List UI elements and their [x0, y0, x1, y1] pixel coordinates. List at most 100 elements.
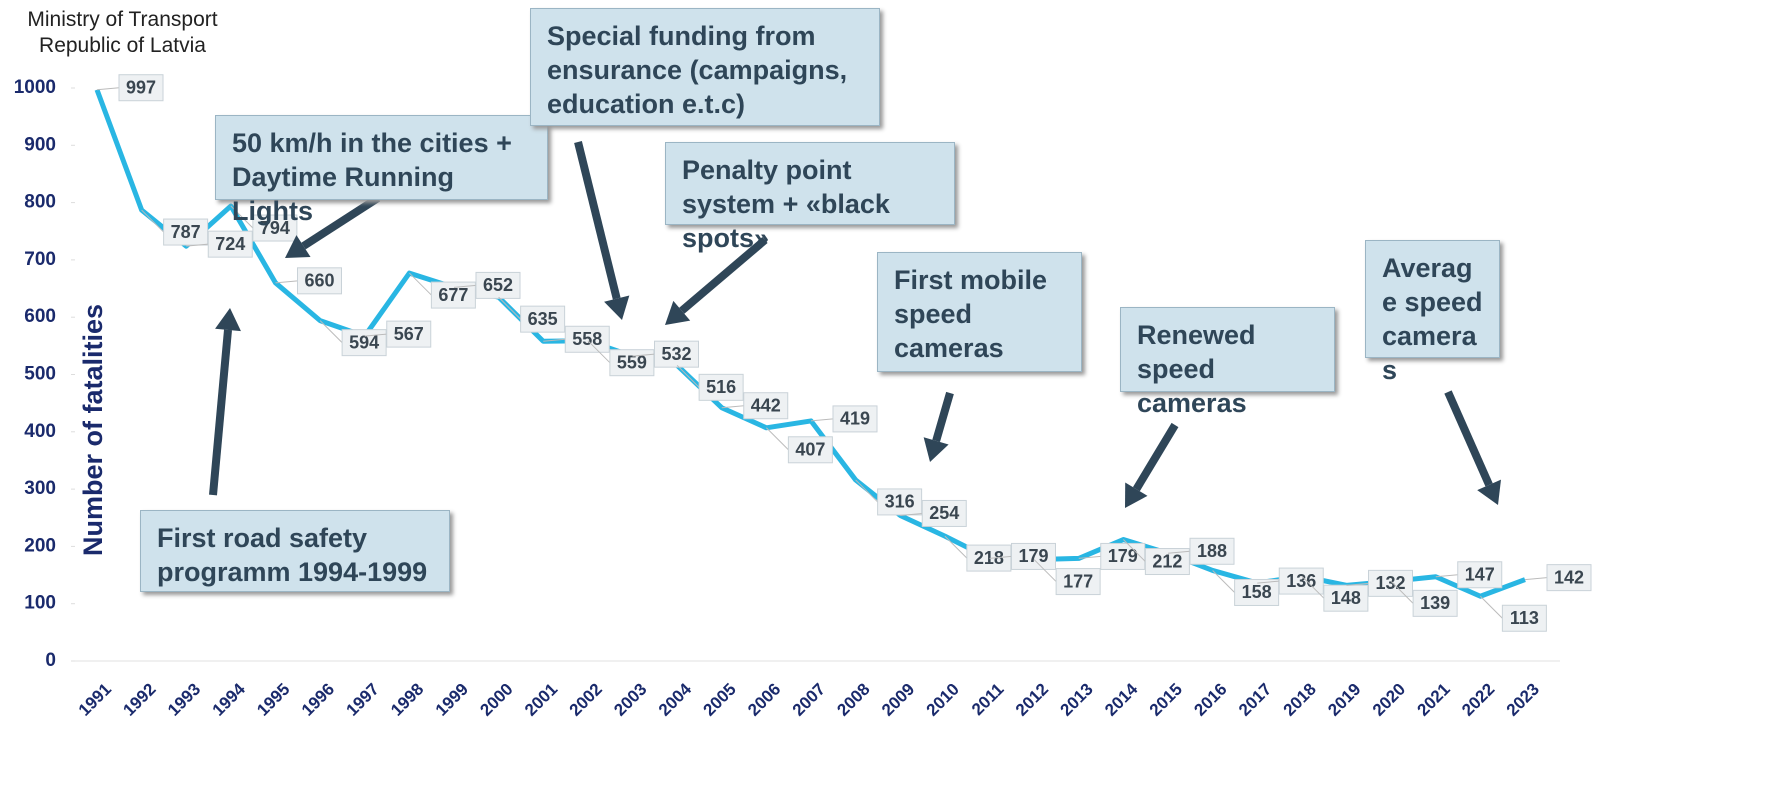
arrow-shaft: [1132, 422, 1179, 492]
label-leader: [1435, 574, 1458, 578]
y-tick-label: 1000: [14, 77, 56, 98]
data-label: 558: [572, 329, 602, 349]
data-label: 635: [528, 309, 558, 329]
label-leader: [944, 535, 968, 559]
x-tick-label: 1996: [298, 680, 338, 720]
label-leader: [1390, 580, 1414, 604]
data-label: 218: [974, 548, 1004, 568]
data-label-box: [1234, 578, 1280, 606]
data-label: 132: [1375, 573, 1405, 593]
y-tick-label: 900: [24, 134, 56, 155]
data-label: 567: [394, 324, 424, 344]
label-leader: [900, 512, 923, 516]
data-label: 147: [1465, 565, 1495, 585]
data-label: 177: [1063, 571, 1093, 591]
data-label: 407: [795, 440, 825, 460]
label-leader: [319, 320, 343, 343]
x-tick-label: 1992: [119, 680, 159, 720]
data-label-box: [1412, 589, 1458, 617]
y-tick-label: 600: [24, 306, 56, 327]
x-tick-label: 2006: [744, 680, 784, 720]
data-label: 212: [1152, 551, 1182, 571]
data-label-box: [297, 267, 342, 295]
arrow-shaft: [301, 194, 381, 250]
label-leader: [1480, 595, 1503, 619]
x-tick-label: 2023: [1503, 680, 1543, 720]
label-leader: [1078, 555, 1101, 559]
data-label-box: [341, 329, 387, 357]
label-leader: [721, 405, 744, 409]
arrow-shaft: [679, 236, 768, 314]
x-tick-label: 2004: [655, 679, 696, 720]
label-leader: [96, 87, 120, 91]
data-label-box: [921, 499, 967, 527]
x-tick-label: 2000: [476, 680, 516, 720]
x-tick-label: 2011: [968, 680, 1008, 720]
annotation: Special funding from ensurance (campaign…: [530, 8, 880, 126]
label-leader: [989, 555, 1012, 559]
annotation: Penalty point system + «black spots»: [665, 142, 955, 253]
data-label: 254: [929, 503, 959, 523]
arrow-head: [1477, 479, 1501, 505]
x-tick-label: 2022: [1458, 680, 1498, 720]
header-line: Ministry of Transport: [27, 8, 218, 31]
data-label-box: [609, 349, 655, 377]
data-label: 724: [215, 234, 245, 254]
data-label: 652: [483, 275, 513, 295]
data-label: 677: [438, 285, 468, 305]
annotation: Renewed speed cameras: [1120, 307, 1335, 418]
x-tick-label: 2014: [1101, 679, 1142, 720]
data-label: 188: [1197, 541, 1227, 561]
y-axis-label: Number of fatalities: [78, 304, 108, 556]
data-label-box: [877, 488, 923, 516]
x-tick-label: 1998: [387, 680, 427, 720]
x-tick-label: 2003: [610, 680, 650, 720]
data-label: 179: [1108, 546, 1138, 566]
data-label-box: [698, 373, 744, 401]
label-leader: [1346, 582, 1369, 586]
data-label-box: [1323, 584, 1369, 612]
data-label-box: [1144, 548, 1190, 576]
label-leader: [453, 284, 477, 288]
arrow-head: [923, 437, 949, 462]
data-label: 442: [751, 395, 781, 415]
arrow-shaft: [574, 141, 621, 300]
label-leader: [1257, 580, 1280, 584]
x-tick-label: 1991: [75, 680, 115, 720]
data-label-box: [654, 340, 699, 368]
label-leader: [186, 243, 209, 247]
x-tick-label: 2002: [566, 680, 606, 720]
label-leader: [543, 338, 566, 342]
y-tick-label: 400: [24, 421, 56, 442]
data-label-box: [1100, 542, 1146, 570]
label-leader: [587, 340, 611, 364]
data-label: 419: [840, 409, 870, 429]
y-tick-label: 700: [24, 249, 56, 270]
label-leader: [1301, 575, 1325, 599]
annotation: 50 km/h in the cities + Daytime Running …: [215, 115, 548, 226]
annotation: Average speed cameras: [1365, 240, 1500, 385]
x-tick-label: 2010: [923, 680, 963, 720]
arrow-shaft: [932, 391, 954, 442]
header-line: Republic of Latvia: [39, 34, 206, 57]
x-tick-label: 1999: [432, 680, 472, 720]
arrow-head: [215, 308, 241, 332]
x-tick-label: 2013: [1057, 680, 1097, 720]
y-tick-label: 800: [24, 192, 56, 213]
arrow-head: [604, 295, 630, 320]
y-tick-label: 500: [24, 364, 56, 385]
x-tick-label: 1994: [209, 679, 250, 720]
arrow-head: [285, 235, 311, 258]
label-leader: [676, 364, 700, 388]
label-leader: [498, 296, 521, 320]
data-label: 559: [617, 352, 647, 372]
arrow-shaft: [1444, 390, 1493, 487]
data-label-box: [966, 544, 1012, 572]
label-leader: [1123, 539, 1146, 562]
data-label-box: [1278, 567, 1324, 595]
data-label: 787: [171, 222, 201, 242]
x-tick-label: 2005: [700, 680, 740, 720]
label-leader: [1212, 570, 1235, 593]
data-label-box: [743, 392, 789, 420]
